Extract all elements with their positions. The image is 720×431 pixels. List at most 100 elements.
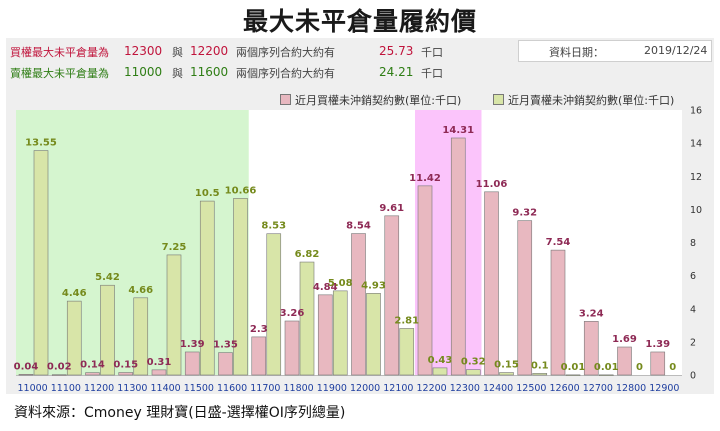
- x-tick-label: 12300: [450, 383, 480, 394]
- put-bar: [532, 373, 548, 376]
- call-bar: [85, 372, 100, 376]
- call-value-label: 0.15: [113, 360, 138, 371]
- call-bar: [484, 191, 499, 376]
- put-bar: [598, 374, 614, 376]
- call-value-label: 4.84: [313, 282, 338, 293]
- put-value-label: 0.32: [461, 357, 486, 368]
- put-bar: [465, 369, 481, 376]
- y-tick-label: 16: [690, 106, 702, 117]
- y-axis-ticks: 0 2 4 6 8 10 12 14 16: [690, 106, 702, 382]
- x-axis-ticks: 11000 11100 11200 11300 11400 11500 11600 11700…: [18, 383, 680, 394]
- x-tick-label: 12000: [350, 383, 380, 394]
- put-max-oi-row: 賣權最大未平倉量為 11000 與 11600 兩個序列合約大約有 24.21 …: [10, 65, 443, 81]
- y-tick-label: 6: [690, 271, 696, 282]
- put-strike-2: 11600: [190, 65, 229, 79]
- legend-put-swatch: [493, 94, 504, 105]
- put-bar: [66, 300, 82, 376]
- call-unit: 千口: [421, 46, 443, 59]
- put-strike-1: 11000: [124, 65, 163, 79]
- put-value-label: 5.42: [95, 272, 120, 283]
- x-tick-label: 12100: [383, 383, 413, 394]
- call-value-label: 0.14: [80, 360, 105, 371]
- x-tick-label: 12200: [417, 383, 447, 394]
- call-value-label: 14.31: [442, 125, 474, 136]
- put-value-label: 0.43: [428, 355, 453, 366]
- call-value-label: 0.31: [147, 357, 172, 368]
- put-bar: [332, 290, 348, 376]
- put-unit: 千口: [421, 67, 443, 80]
- put-value-label: 0.1: [531, 360, 549, 371]
- call-conj: 與: [172, 46, 183, 59]
- call-value-label: 9.32: [512, 208, 537, 219]
- y-tick-label: 12: [690, 172, 702, 183]
- date-value: 2019/12/24: [644, 44, 708, 57]
- x-tick-label: 12500: [516, 383, 546, 394]
- legend-put-label: 近月賣權未沖銷契約數(單位:千口): [508, 94, 675, 107]
- x-tick-label: 12600: [550, 383, 580, 394]
- y-tick-label: 10: [690, 205, 702, 216]
- put-value-label: 6.82: [295, 249, 320, 260]
- put-value-label: 13.55: [25, 138, 57, 149]
- call-value-label: 2.3: [250, 324, 268, 335]
- put-conj: 與: [172, 67, 183, 80]
- put-amount: 24.21: [379, 65, 414, 79]
- call-bar: [51, 374, 67, 376]
- y-tick-label: 4: [690, 304, 696, 315]
- call-max-oi-row: 買權最大未平倉量為 12300 與 12200 兩個序列合約大約有 25.73 …: [10, 44, 443, 60]
- call-bar: [351, 233, 366, 376]
- call-bar: [617, 346, 632, 376]
- x-tick-label: 12400: [483, 383, 513, 394]
- put-bar: [233, 198, 248, 376]
- x-tick-label: 12800: [616, 383, 646, 394]
- x-tick-label: 11500: [184, 383, 214, 394]
- call-bar: [18, 374, 34, 376]
- put-value-label: 8.53: [261, 221, 286, 232]
- call-bar: [450, 137, 466, 376]
- x-tick-label: 11700: [250, 383, 280, 394]
- x-tick-label: 11800: [284, 383, 314, 394]
- call-strike-1: 12300: [124, 44, 163, 58]
- put-bar: [100, 284, 115, 376]
- put-bar: [199, 200, 215, 376]
- source-note: 資料來源：Cmoney 理財寶(日盛-選擇權OI序列總量): [14, 405, 346, 421]
- put-value-label: 4.93: [361, 280, 386, 291]
- data-labels: 0.04 13.55 0.02 4.46 0.14 5.42 0.15 4.66 0.31 7.2…: [14, 125, 677, 373]
- put-desc: 兩個序列合約大約有: [236, 67, 335, 80]
- call-value-label: 1.69: [612, 334, 637, 345]
- put-value-label: 0.01: [561, 362, 586, 373]
- legend-call: 近月買權未沖銷契約數(單位:千口): [280, 92, 461, 108]
- put-bar: [432, 367, 448, 376]
- legend-call-swatch: [280, 94, 291, 105]
- put-bar: [565, 374, 581, 376]
- x-tick-label: 12900: [649, 383, 679, 394]
- call-value-label: 11.42: [409, 173, 441, 184]
- put-bar: [133, 297, 149, 376]
- call-bar: [218, 352, 233, 376]
- call-bar: [151, 369, 167, 376]
- put-bar: [366, 293, 381, 376]
- put-bar: [499, 372, 514, 376]
- call-value-label: 7.54: [546, 237, 571, 248]
- call-bar: [550, 249, 566, 376]
- call-bar: [417, 185, 433, 376]
- call-value-label: 1.39: [645, 339, 670, 350]
- call-bar: [650, 351, 666, 376]
- call-value-label: 0.04: [14, 361, 39, 372]
- legend-call-label: 近月買權未沖銷契約數(單位:千口): [295, 94, 462, 107]
- put-value-label: 10.66: [225, 185, 257, 196]
- x-tick-label: 11100: [51, 383, 81, 394]
- put-value-label: 4.66: [128, 285, 153, 296]
- put-bar: [166, 254, 182, 376]
- call-max-label: 買權最大未平倉量為: [10, 46, 109, 59]
- x-tick-label: 11200: [84, 383, 114, 394]
- bar-series: [18, 137, 666, 376]
- call-bar: [118, 372, 134, 376]
- y-tick-label: 8: [690, 238, 696, 249]
- put-value-label: 5.08: [328, 278, 353, 289]
- put-bar: [33, 150, 49, 376]
- put-max-label: 賣權最大未平倉量為: [10, 67, 109, 80]
- y-tick-label: 2: [690, 337, 696, 348]
- call-desc: 兩個序列合約大約有: [236, 46, 335, 59]
- y-tick-label: 0: [690, 371, 696, 382]
